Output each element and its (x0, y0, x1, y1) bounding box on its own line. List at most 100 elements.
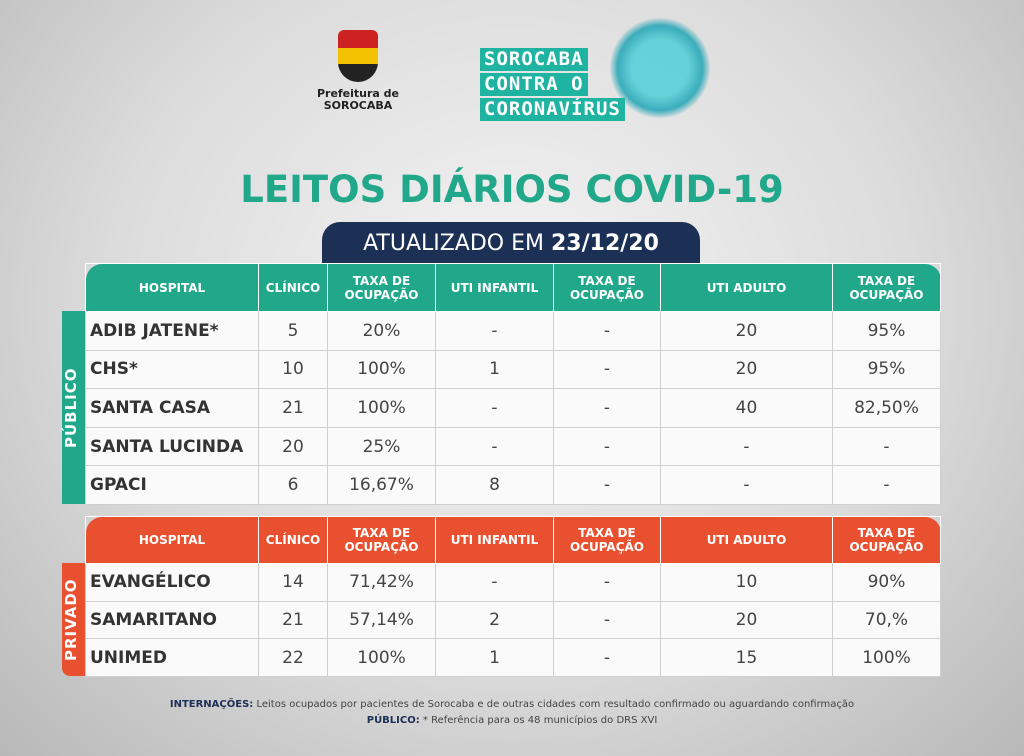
table-cell: - (553, 311, 661, 351)
updated-label: ATUALIZADO EM (363, 231, 544, 256)
column-header: UTI INFANTIL (435, 516, 554, 564)
table-cell: 20 (660, 600, 833, 640)
table-row: UNIMED 22 100% 1-15 100% (85, 638, 941, 678)
table-cell: - (553, 638, 661, 678)
table-cell: 70,% (832, 600, 941, 640)
table-cell: 8 (435, 465, 554, 505)
table-row: GPACI 6 16,67% 8- - - (85, 465, 941, 505)
column-header: UTI ADULTO (660, 263, 833, 312)
table-cell: 25% (327, 426, 436, 467)
table-row: SANTA LUCINDA 20 25% - - - - (85, 426, 941, 467)
logo-line2: SOROCABA (323, 99, 393, 112)
campaign-line: CORONAVÍRUS (480, 98, 625, 121)
table-cell: 14 (258, 563, 328, 602)
table-cell: 20% (327, 311, 436, 351)
table-cell: 22 (258, 638, 328, 678)
table-cell: - (553, 563, 661, 602)
column-header: HOSPITAL (85, 263, 259, 312)
column-header: TAXA DE OCUPAÇÃO (832, 263, 941, 312)
table-cell: 100% (327, 638, 436, 678)
column-header: TAXA DE OCUPAÇÃO (553, 263, 661, 312)
column-header: UTI ADULTO (660, 516, 833, 564)
table-cell: - (553, 600, 661, 640)
column-header: TAXA DE OCUPAÇÃO (327, 263, 436, 312)
table-cell: 10 (660, 563, 833, 602)
updated-banner: ATUALIZADO EM 23/12/20 (322, 222, 700, 263)
hospital-name: UNIMED (85, 638, 259, 678)
table-cell: 71,42% (327, 563, 436, 602)
table-cell: 100% (832, 638, 941, 678)
table-row: CHS* 10 100% 1-20 95% (85, 349, 941, 390)
footer-text: * Referência para os 48 municípios do DR… (419, 715, 658, 726)
table-cell: - (435, 563, 554, 602)
page-title: LEITOS DIÁRIOS COVID-19 (240, 168, 784, 211)
campaign-line: CONTRA O (480, 73, 588, 96)
table-cell: 21 (258, 388, 328, 428)
hospital-name: SANTA CASA (85, 388, 259, 428)
coronavirus-icon (610, 18, 710, 118)
table-cell: 20 (660, 349, 833, 390)
campaign-logo: SOROCABA CONTRA O CORONAVÍRUS (480, 48, 625, 123)
table-cell: 20 (660, 311, 833, 351)
coat-of-arms-icon (338, 30, 378, 82)
table-cell: - (435, 311, 554, 351)
campaign-line: SOROCABA (480, 48, 588, 71)
table-cell: - (553, 465, 661, 505)
hospital-name: EVANGÉLICO (85, 563, 259, 602)
publico-label: PÚBLICO (62, 311, 85, 504)
footer-text: Leitos ocupados por pacientes de Sorocab… (253, 699, 855, 710)
table-cell: 6 (258, 465, 328, 505)
table-cell: - (660, 465, 833, 505)
table-row: ADIB JATENE* 5 20% - -20 95% (85, 311, 941, 351)
table-cell: 95% (832, 311, 941, 351)
table-row: EVANGÉLICO 14 71,42% - -10 90% (85, 563, 941, 602)
column-header: TAXA DE OCUPAÇÃO (327, 516, 436, 564)
column-header: UTI INFANTIL (435, 263, 554, 312)
table-cell: 57,14% (327, 600, 436, 640)
hospital-name: SANTA LUCINDA (85, 426, 259, 467)
footer-label: PÚBLICO: (366, 715, 420, 726)
prefeitura-logo: Prefeitura de SOROCABA (308, 30, 408, 112)
table-cell: 15 (660, 638, 833, 678)
table-cell: - (553, 426, 661, 467)
footer-note-internacoes: INTERNAÇÕES: Leitos ocupados por pacient… (0, 699, 1024, 710)
privado-label: PRIVADO (62, 563, 85, 676)
table-cell: 40 (660, 388, 833, 428)
table-cell: - (435, 426, 554, 467)
column-header: TAXA DE OCUPAÇÃO (832, 516, 941, 564)
table-row: SAMARITANO 21 57,14% 2-20 70,% (85, 600, 941, 640)
hospital-name: CHS* (85, 349, 259, 390)
hospital-name: SAMARITANO (85, 600, 259, 640)
column-header: CLÍNICO (258, 516, 328, 564)
table-cell: 90% (832, 563, 941, 602)
hospital-name: ADIB JATENE* (85, 311, 259, 351)
table-cell: 20 (258, 426, 328, 467)
privado-table: HOSPITAL CLÍNICO TAXA DE OCUPAÇÃO UTI INFAN… (85, 516, 941, 678)
footer-label: INTERNAÇÕES: (169, 699, 254, 710)
table-cell: - (553, 388, 661, 428)
table-cell: 1 (435, 349, 554, 390)
table-cell: - (660, 426, 833, 467)
column-header: HOSPITAL (85, 516, 259, 564)
table-cell: 100% (327, 349, 436, 390)
footer-note-publico: PÚBLICO: * Referência para os 48 municíp… (0, 715, 1024, 726)
table-cell: - (553, 349, 661, 390)
hospital-name: GPACI (85, 465, 259, 505)
table-cell: - (832, 465, 941, 505)
publico-table: HOSPITAL CLÍNICO TAXA DE OCUPAÇÃO UTI INFAN… (85, 263, 941, 505)
table-cell: 5 (258, 311, 328, 351)
table-cell: 16,67% (327, 465, 436, 505)
table-cell: 82,50% (832, 388, 941, 428)
table-cell: 95% (832, 349, 941, 390)
table-row: SANTA CASA 21 100% - -40 82,50% (85, 388, 941, 428)
column-header: CLÍNICO (258, 263, 328, 312)
table-cell: 10 (258, 349, 328, 390)
logo-line1: Prefeitura de (316, 87, 400, 100)
table-cell: 21 (258, 600, 328, 640)
table-cell: - (832, 426, 941, 467)
table-cell: 2 (435, 600, 554, 640)
column-header: TAXA DE OCUPAÇÃO (553, 516, 661, 564)
updated-date: 23/12/20 (551, 231, 659, 256)
table-cell: 1 (435, 638, 554, 678)
table-cell: 100% (327, 388, 436, 428)
